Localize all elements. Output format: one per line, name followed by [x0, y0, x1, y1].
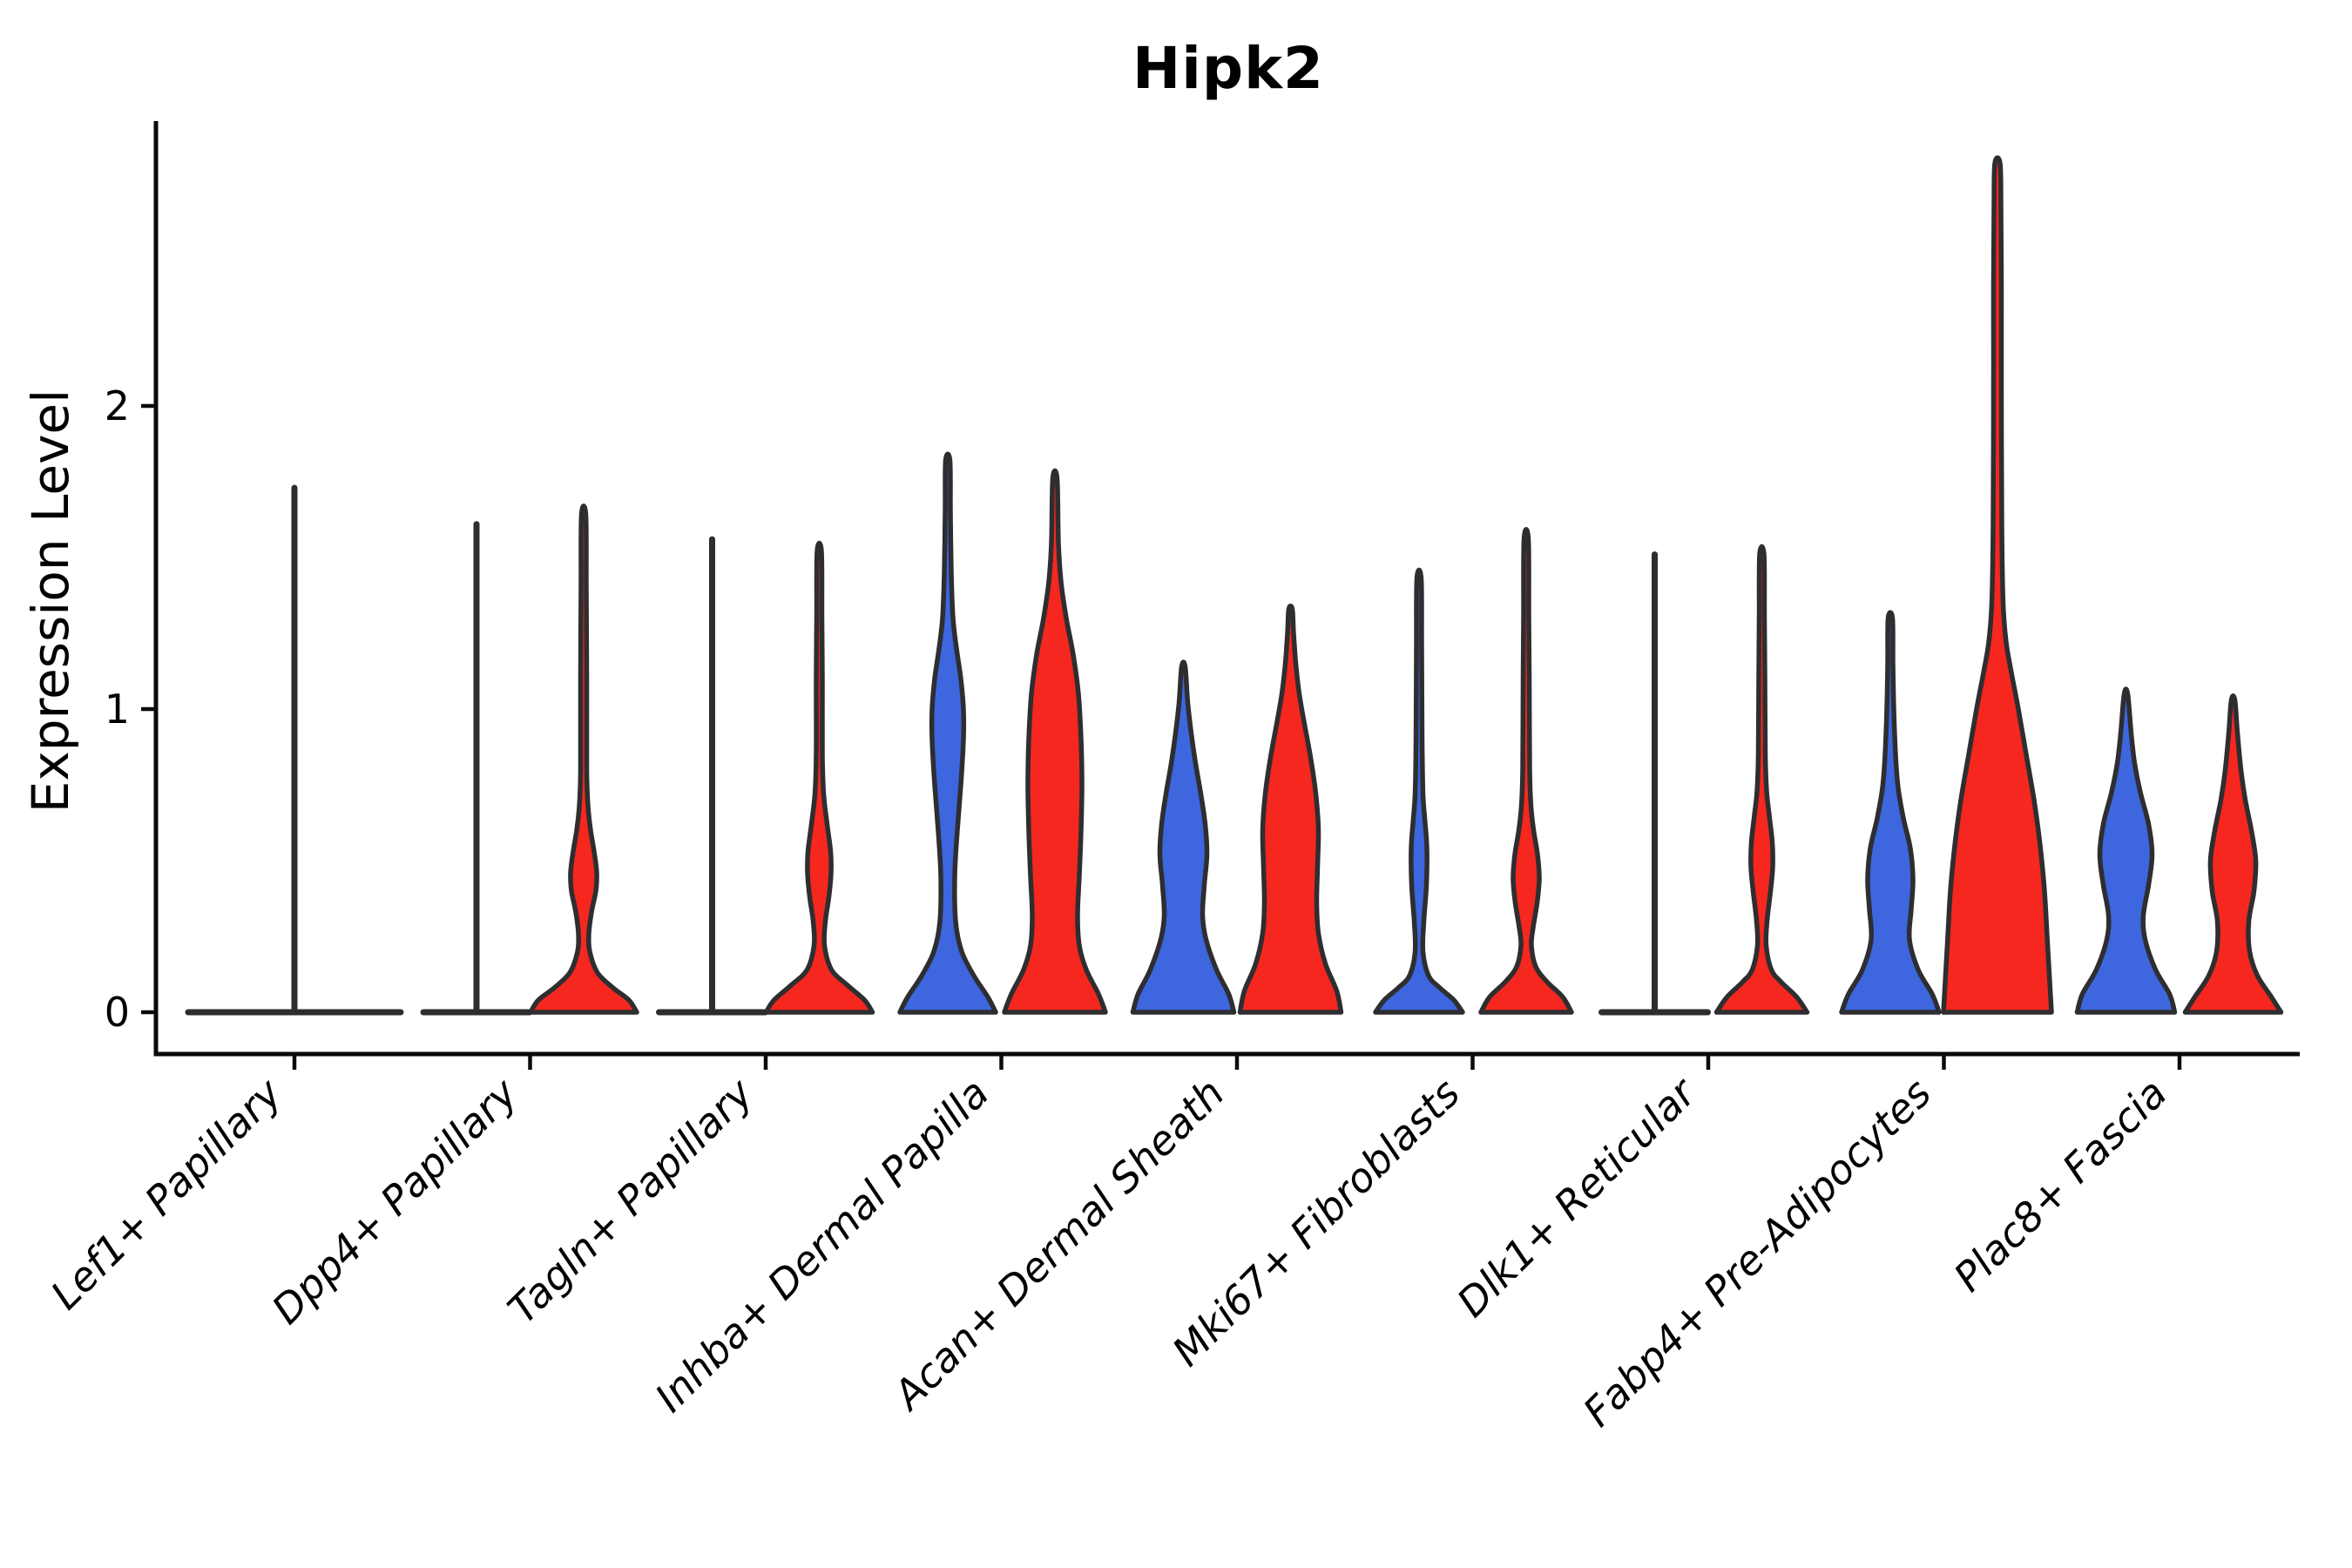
- violin-body: [1130, 659, 1237, 1015]
- violin-body: [2182, 693, 2284, 1015]
- x-axis-label: Tagln+ Papillary: [498, 1069, 762, 1333]
- violin-body: [763, 540, 875, 1015]
- violin-body: [1373, 567, 1465, 1015]
- violin-body: [897, 451, 998, 1015]
- y-tick-label: 0: [105, 989, 130, 1036]
- x-axis-label: Plac8+ Fascia: [1944, 1070, 2175, 1301]
- violin-body: [1713, 544, 1810, 1015]
- violin-body: [1478, 527, 1574, 1015]
- violin-body: [1839, 610, 1942, 1015]
- violin-body: [2074, 686, 2178, 1015]
- x-axis-label: Dpp4+ Papillary: [263, 1069, 527, 1333]
- x-axis-label: Lef1+ Papillary: [42, 1069, 291, 1318]
- violin-body: [528, 504, 639, 1015]
- y-tick-label: 1: [105, 686, 130, 733]
- violin-body: [1941, 155, 2054, 1015]
- y-tick-label: 2: [105, 382, 130, 429]
- chart-title: Hipk2: [1132, 35, 1324, 102]
- violin-body: [1002, 468, 1108, 1015]
- x-axis-label: Dlk1+ Reticular: [1448, 1067, 1707, 1326]
- violin-body: [1237, 603, 1344, 1015]
